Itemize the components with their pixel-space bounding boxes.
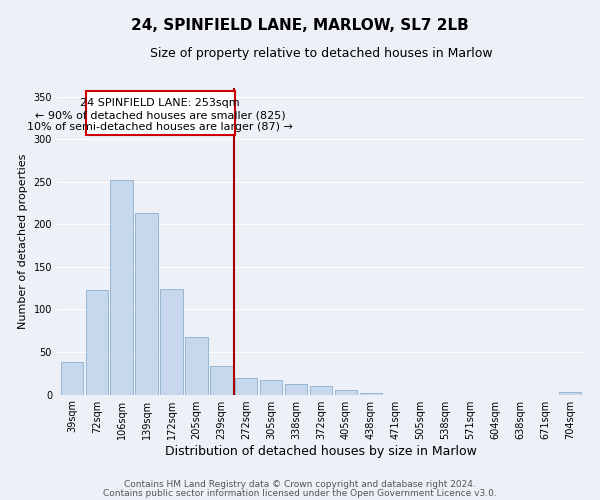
Bar: [559, 392, 581, 394]
Text: Contains HM Land Registry data © Crown copyright and database right 2024.: Contains HM Land Registry data © Crown c…: [124, 480, 476, 489]
Bar: [110, 180, 133, 394]
Bar: [61, 362, 83, 394]
Bar: [86, 290, 108, 395]
Bar: [285, 384, 307, 394]
Bar: [310, 386, 332, 394]
Bar: [335, 390, 357, 394]
Text: 10% of semi-detached houses are larger (87) →: 10% of semi-detached houses are larger (…: [28, 122, 293, 132]
Bar: [160, 289, 183, 395]
Bar: [136, 213, 158, 394]
Text: 24, SPINFIELD LANE, MARLOW, SL7 2LB: 24, SPINFIELD LANE, MARLOW, SL7 2LB: [131, 18, 469, 32]
Bar: [185, 336, 208, 394]
FancyBboxPatch shape: [86, 90, 235, 135]
Bar: [235, 378, 257, 394]
Title: Size of property relative to detached houses in Marlow: Size of property relative to detached ho…: [149, 48, 492, 60]
Bar: [210, 366, 233, 394]
Text: Contains public sector information licensed under the Open Government Licence v3: Contains public sector information licen…: [103, 488, 497, 498]
Y-axis label: Number of detached properties: Number of detached properties: [18, 154, 28, 329]
Bar: [359, 393, 382, 394]
Text: ← 90% of detached houses are smaller (825): ← 90% of detached houses are smaller (82…: [35, 110, 286, 120]
Text: 24 SPINFIELD LANE: 253sqm: 24 SPINFIELD LANE: 253sqm: [80, 98, 240, 108]
X-axis label: Distribution of detached houses by size in Marlow: Distribution of detached houses by size …: [165, 444, 477, 458]
Bar: [260, 380, 283, 394]
